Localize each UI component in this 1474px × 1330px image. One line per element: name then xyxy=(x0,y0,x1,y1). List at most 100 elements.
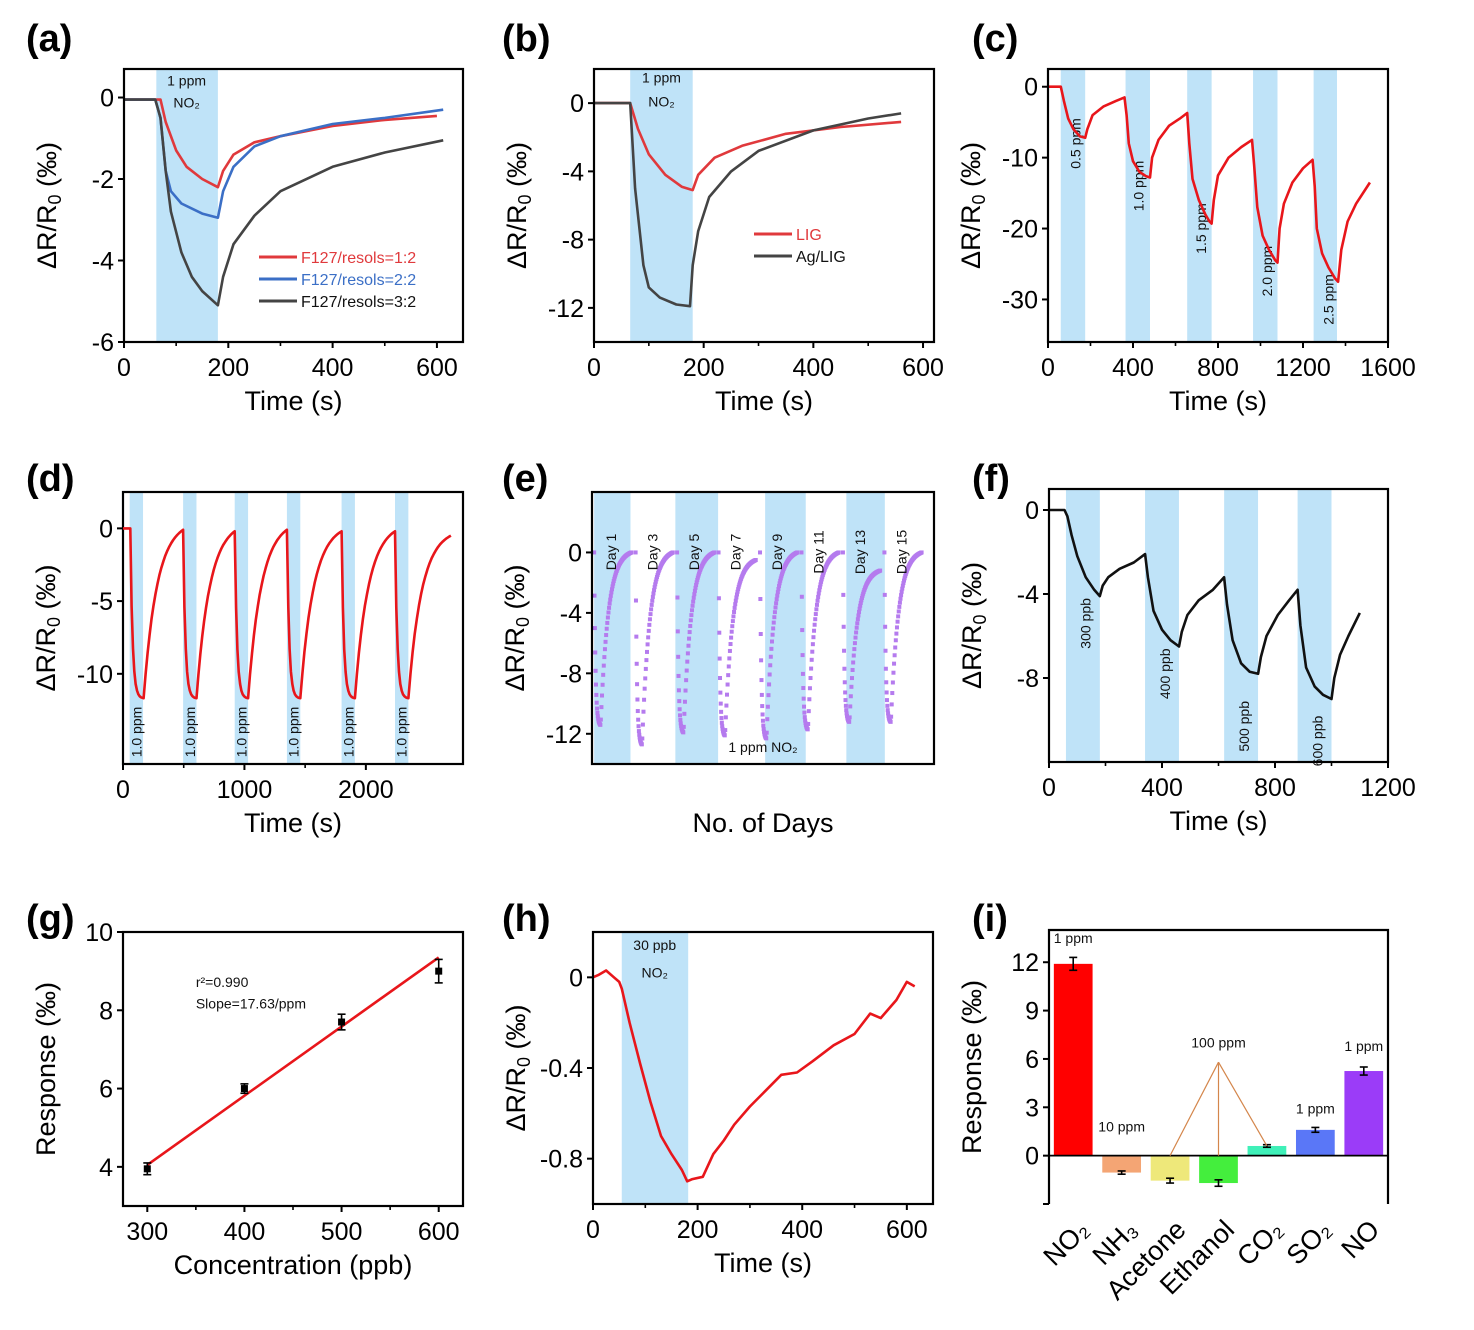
bar xyxy=(1053,963,1093,1156)
y-axis-title: Response (‰) xyxy=(31,982,61,1156)
x-axis-title: No. of Days xyxy=(692,808,833,838)
concentration-label: 1.0 ppm xyxy=(286,707,302,758)
data-point xyxy=(815,598,820,603)
data-point xyxy=(725,682,730,687)
concentration-label: 400 ppb xyxy=(1157,648,1173,699)
plot-frame xyxy=(122,67,465,344)
data-point xyxy=(675,629,680,634)
data-point xyxy=(640,736,645,741)
data-point xyxy=(799,594,804,599)
data-point xyxy=(675,595,680,600)
data-point xyxy=(647,622,652,627)
data-point xyxy=(859,598,864,603)
data-point xyxy=(848,704,853,709)
y-tick-label: -4 xyxy=(92,248,114,276)
data-point xyxy=(676,673,681,678)
series-line-f127-resols-3-2 xyxy=(124,98,444,307)
data-point xyxy=(718,690,723,695)
data-point xyxy=(720,724,725,729)
data-point xyxy=(856,613,861,618)
data-point xyxy=(819,579,824,584)
bar xyxy=(1150,1155,1190,1181)
data-point xyxy=(685,651,690,656)
data-point xyxy=(843,690,848,695)
data-point xyxy=(847,715,852,720)
data-point xyxy=(769,639,774,644)
data-point xyxy=(753,558,758,562)
data-point xyxy=(637,732,642,737)
data-point xyxy=(885,703,890,708)
data-point xyxy=(857,609,862,614)
x-tick-label: 200 xyxy=(683,354,725,382)
data-point xyxy=(810,642,815,647)
y-tick-label: -4 xyxy=(562,158,584,186)
legend-entry: F127/resols=2:2 xyxy=(301,272,416,289)
data-point xyxy=(695,577,700,582)
data-point xyxy=(884,698,889,703)
concentration-label: 0.5 ppm xyxy=(1068,118,1084,169)
day-label: Day 11 xyxy=(811,530,827,574)
data-point xyxy=(806,709,811,714)
data-point xyxy=(899,593,904,598)
x-tick-label: 400 xyxy=(792,354,834,382)
data-point xyxy=(734,595,739,600)
data-point xyxy=(607,605,612,610)
data-point xyxy=(764,736,769,741)
x-axis-title: Concentration (ppb) xyxy=(174,1250,413,1280)
data-point xyxy=(844,711,849,716)
panel-label-f: (f) xyxy=(972,458,1010,500)
series-line-response xyxy=(1048,85,1371,283)
panel-label-c: (c) xyxy=(972,18,1019,60)
data-point xyxy=(902,576,907,581)
data-point xyxy=(688,623,693,628)
data-point xyxy=(599,705,604,710)
chart-h: 30 ppb NO₂ 0 200 400 600 0 -0.4 -0.8 Time (s) ΔR/R… xyxy=(501,930,935,1278)
data-point xyxy=(726,673,731,678)
data-point xyxy=(766,693,771,698)
concentration-label: 1.0 ppm xyxy=(128,707,144,758)
data-point xyxy=(681,730,686,735)
data-point xyxy=(598,722,603,727)
y-tick-label: -6 xyxy=(92,329,114,357)
data-point xyxy=(884,690,889,695)
data-point xyxy=(767,682,772,687)
y-tick-label: 8 xyxy=(99,997,113,1025)
data-point xyxy=(602,647,607,652)
data-point xyxy=(716,596,721,601)
y-tick-label: 0 xyxy=(100,85,114,113)
data-point xyxy=(689,613,694,618)
y-tick-label: -10 xyxy=(1002,145,1038,173)
data-point xyxy=(759,678,764,683)
data-point xyxy=(724,703,729,708)
category-label: CO₂ xyxy=(1231,1214,1288,1271)
x-tick-label: 0 xyxy=(116,776,130,804)
data-point xyxy=(690,603,695,608)
data-point xyxy=(809,657,814,662)
data-point xyxy=(852,641,857,646)
data-point xyxy=(853,635,858,640)
data-point xyxy=(644,658,649,663)
data-point xyxy=(800,653,805,658)
plot-frame xyxy=(121,930,465,1208)
data-point xyxy=(807,697,812,702)
annotation: NO₂ xyxy=(642,964,668,980)
x-tick-label: 600 xyxy=(418,1218,460,1246)
data-point xyxy=(718,676,723,681)
data-point xyxy=(892,661,897,666)
data-point xyxy=(681,724,686,729)
data-point xyxy=(675,550,680,555)
data-point xyxy=(731,614,736,619)
data-point xyxy=(758,550,763,555)
data-point xyxy=(760,718,765,723)
data-point xyxy=(860,593,865,598)
data-point xyxy=(889,702,894,707)
day-cycle xyxy=(592,550,634,727)
data-point xyxy=(653,582,658,587)
bar-annotation: 1 ppm xyxy=(1054,930,1093,946)
annotation: 30 ppb xyxy=(633,937,676,953)
data-point xyxy=(802,715,807,720)
data-point xyxy=(819,577,824,582)
data-point xyxy=(897,604,902,609)
data-point xyxy=(761,723,766,728)
